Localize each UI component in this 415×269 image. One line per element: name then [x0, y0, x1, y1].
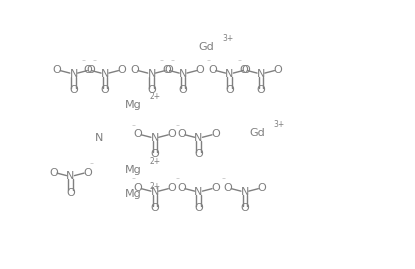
Text: O: O [208, 65, 217, 75]
Text: N: N [225, 69, 234, 79]
Text: ⁻: ⁻ [132, 176, 136, 185]
Text: ⁻: ⁻ [160, 58, 164, 67]
Text: ⁻: ⁻ [93, 58, 97, 67]
Text: O: O [257, 183, 266, 193]
Text: N: N [179, 69, 187, 79]
Text: N: N [95, 133, 104, 143]
Text: O: O [273, 65, 282, 75]
Text: O: O [147, 85, 156, 95]
Text: O: O [150, 150, 159, 160]
Text: O: O [242, 65, 251, 75]
Text: ⁻: ⁻ [90, 160, 94, 169]
Text: O: O [211, 129, 220, 139]
Text: ⁻: ⁻ [222, 176, 226, 185]
Text: O: O [130, 65, 139, 75]
Text: N: N [151, 187, 159, 197]
Text: O: O [224, 183, 232, 193]
Text: N: N [194, 133, 203, 143]
Text: 3+: 3+ [273, 120, 285, 129]
Text: ⁻: ⁻ [238, 58, 242, 67]
Text: Gd: Gd [198, 42, 214, 52]
Text: Mg: Mg [125, 189, 142, 199]
Text: ⁻: ⁻ [171, 58, 175, 67]
Text: N: N [70, 69, 78, 79]
Text: O: O [167, 183, 176, 193]
Text: O: O [49, 168, 58, 178]
Text: O: O [134, 129, 142, 139]
Text: 2+: 2+ [150, 157, 161, 166]
Text: Mg: Mg [125, 100, 142, 110]
Text: N: N [194, 187, 203, 197]
Text: O: O [164, 65, 173, 75]
Text: 2+: 2+ [150, 182, 161, 190]
Text: O: O [69, 85, 78, 95]
Text: N: N [257, 69, 265, 79]
Text: Mg: Mg [125, 165, 142, 175]
Text: O: O [53, 65, 61, 75]
Text: Gd: Gd [249, 128, 265, 137]
Text: N: N [147, 69, 156, 79]
Text: N: N [101, 69, 109, 79]
Text: O: O [178, 129, 186, 139]
Text: O: O [162, 65, 171, 75]
Text: ⁻: ⁻ [82, 58, 86, 67]
Text: O: O [194, 150, 203, 160]
Text: O: O [256, 85, 265, 95]
Text: O: O [134, 183, 142, 193]
Text: O: O [194, 203, 203, 213]
Text: O: O [225, 85, 234, 95]
Text: O: O [117, 65, 126, 75]
Text: 2+: 2+ [150, 93, 161, 101]
Text: O: O [66, 188, 75, 198]
Text: O: O [100, 85, 109, 95]
Text: O: O [179, 85, 188, 95]
Text: O: O [240, 203, 249, 213]
Text: ⁻: ⁻ [206, 58, 210, 67]
Text: N: N [241, 187, 249, 197]
Text: O: O [84, 65, 93, 75]
Text: ⁻: ⁻ [175, 176, 179, 185]
Text: O: O [195, 65, 204, 75]
Text: O: O [178, 183, 186, 193]
Text: ⁻: ⁻ [175, 122, 179, 131]
Text: O: O [83, 168, 92, 178]
Text: O: O [211, 183, 220, 193]
Text: O: O [86, 65, 95, 75]
Text: ⁻: ⁻ [132, 122, 136, 131]
Text: O: O [240, 65, 249, 75]
Text: N: N [151, 133, 159, 143]
Text: O: O [167, 129, 176, 139]
Text: 3+: 3+ [223, 34, 234, 43]
Text: N: N [66, 171, 75, 181]
Text: O: O [150, 203, 159, 213]
